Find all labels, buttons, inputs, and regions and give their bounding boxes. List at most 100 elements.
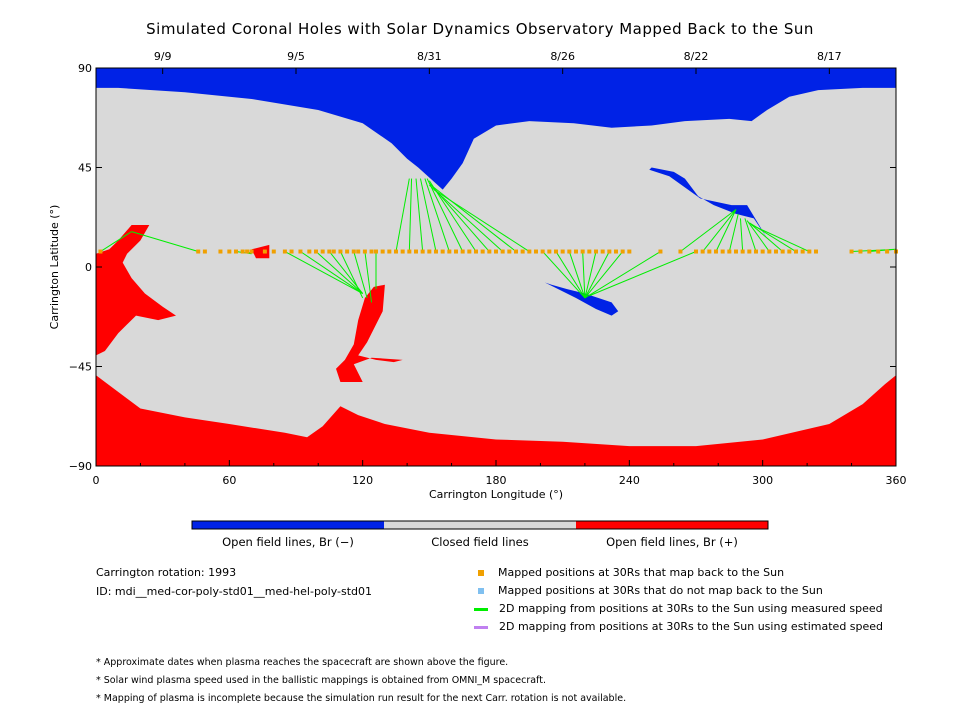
colorbar-label-closed: Closed field lines [431,535,529,549]
mapped-position-point [356,249,361,254]
mapped-position-point [474,249,478,254]
x-tick-label: 180 [486,474,507,487]
legend-item-mapped: Mapped positions at 30Rs that map back t… [478,566,784,579]
mapped-position-point [876,249,881,254]
top-date-label: 9/5 [287,50,305,63]
colorbar-segment [576,521,768,529]
mapped-position-point [807,249,812,254]
mapping-line [433,189,530,252]
mapping-line [284,251,363,294]
mapping-line [584,251,610,299]
mapped-position-point [607,249,612,254]
mapped-position-point [414,249,418,254]
mapped-position-point [858,249,863,254]
mapped-position-point [754,249,758,254]
chart-title: Simulated Coronal Holes with Solar Dynam… [146,20,814,38]
mapped-position-point [345,249,350,254]
mapped-position-point [387,249,392,254]
mapped-position-point [614,249,618,254]
legend-item-measured: 2D mapping from positions at 30Rs to the… [474,602,883,615]
mapped-position-point [885,249,890,254]
mapped-position-point [678,249,683,254]
mapped-position-point [694,249,698,254]
mapping-line [589,251,697,297]
north-polar-coronal-hole [96,68,896,190]
small-coronal-hole [251,244,270,259]
mapping-line [715,209,737,252]
mapping-line [728,213,739,252]
mapped-position-point [780,249,785,254]
mapping-line [555,251,586,299]
mapping-line [568,251,586,299]
mapped-position-point [467,249,472,254]
mapped-position-point [420,249,425,254]
x-tick-label: 0 [93,474,100,487]
mapped-position-point [351,249,356,254]
y-tick-label: 90 [78,62,92,75]
mapped-position-point [507,249,512,254]
mapped-position-point [707,249,712,254]
mapped-position-point [240,249,245,254]
mapped-position-point [658,249,663,254]
y-tick-label: 0 [85,261,92,274]
mapped-position-point [454,249,458,254]
mapping-line [680,209,737,252]
mapped-position-point [427,249,432,254]
y-tick-label: −90 [69,460,92,473]
central-coronal-hole [336,284,403,382]
x-tick-label: 240 [619,474,640,487]
mapped-position-point [98,249,103,254]
south-polar-coronal-hole [96,375,896,466]
mapped-position-point [369,249,374,254]
mapped-position-point [849,249,854,254]
mapped-position-point [307,249,312,254]
footnote: * Mapping of plasma is incomplete becaus… [96,693,627,704]
mapped-position-point [527,249,532,254]
mapping-line [702,209,737,252]
mapping-line [426,178,464,252]
mapped-position-point [594,249,598,254]
mapped-position-point [245,249,250,254]
mapped-position-point [774,249,778,254]
mapped-position-point [787,249,792,254]
mapped-position-point [262,249,267,254]
mapping-line [739,218,744,252]
y-tick-label: −45 [69,361,92,374]
mapped-position-point [234,249,238,254]
mapped-position-point [734,249,738,254]
mapped-position-point [331,249,336,254]
mapped-position-point [574,249,578,254]
mapped-position-point [196,249,201,254]
legend-label: Mapped positions at 30Rs that do not map… [498,584,823,597]
legend-label: 2D mapping from positions at 30Rs to the… [499,602,883,615]
mapped-position-point [249,249,254,254]
mapped-position-point [271,249,276,254]
mapped-position-point [380,249,385,254]
closed-field-region [96,68,896,466]
mapping-line [395,178,410,252]
mapped-position-point [814,249,818,254]
mapped-position-point [440,249,445,254]
top-date-label: 8/17 [817,50,842,63]
mapped-position-point [314,249,318,254]
mapped-position-point [494,249,498,254]
mapped-position-point [460,249,465,254]
mapped-position-point [480,249,485,254]
model-id-text: ID: mdi__med-cor-poly-std01__med-hel-pol… [96,585,373,598]
mapped-position-point [338,249,343,254]
footnote: * Approximate dates when plasma reaches … [96,657,509,668]
mapped-position-point [567,249,572,254]
mapping-line [749,222,783,252]
mapped-position-point [514,249,518,254]
mapped-position-point [500,249,505,254]
x-tick-label: 300 [752,474,773,487]
legend-swatch-line [474,625,488,629]
mapped-position-point [282,249,287,254]
colorbar-frame [191,520,769,530]
mapped-position-point [627,249,632,254]
mapped-position-point [800,249,805,254]
mapped-position-point [520,249,525,254]
mapping-line [582,251,586,298]
mapped-position-point [740,249,745,254]
